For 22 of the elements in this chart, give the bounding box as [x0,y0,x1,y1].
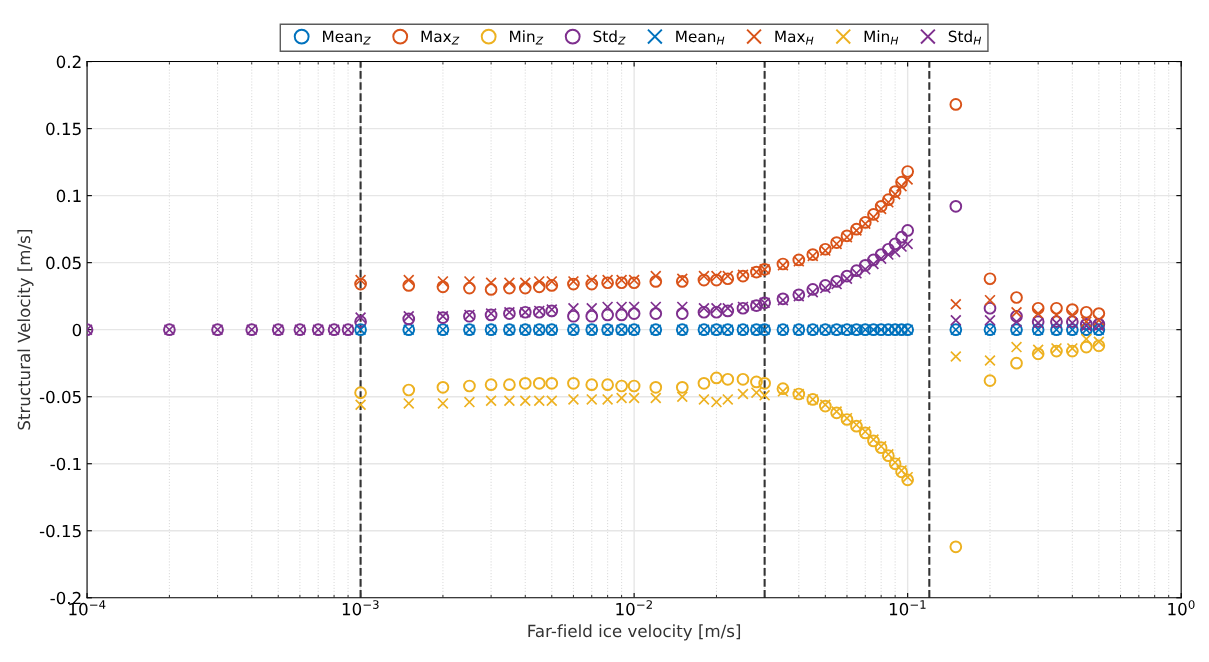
legend-label: Max$_{Z}$ [421,30,460,45]
legend-label: Min$_{Z}$ [510,30,544,45]
y-axis-title: Structural Velocity [m/s] [17,230,34,430]
legend-label: Max$_{H}$ [775,30,814,45]
x-tick-label: 10$^{−1}$ [889,600,926,616]
y-tick-label: -0.05 [39,390,81,404]
y-tick-label: 0.05 [46,256,81,270]
legend-label: Std$_{H}$ [948,30,982,45]
y-tick-label: 0.2 [56,55,81,69]
y-tick-label: 0 [72,323,82,337]
legend-label: Mean$_{H}$ [676,30,725,45]
x-tick-label: 10$^{0}$ [1168,600,1195,616]
y-tick-label: -0.15 [39,524,81,538]
y-tick-label: -0.1 [50,457,81,471]
x-tick-label: 10$^{−3}$ [342,600,379,616]
x-tick-label: 10$^{−2}$ [616,600,652,616]
legend-label: Min$_{H}$ [864,30,899,45]
x-axis-title: Far-field ice velocity [m/s] [528,624,741,641]
y-tick-label: 0.1 [56,189,81,203]
legend-label: Std$_{Z}$ [593,30,626,45]
y-tick-label: 0.15 [46,122,81,136]
legend-label: Mean$_{Z}$ [323,30,371,45]
